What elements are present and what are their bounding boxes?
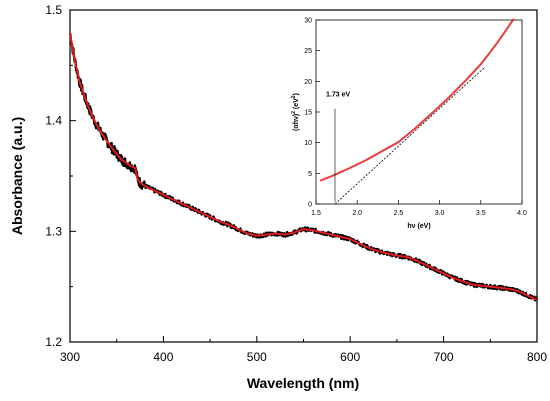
main-y-tick-label: 1.3	[45, 224, 62, 238]
inset-tauc-curve	[319, 18, 515, 182]
inset-x-tick-label: 2.5	[394, 210, 404, 217]
main-x-tick-label: 700	[434, 350, 454, 364]
inset-series-group	[319, 18, 515, 205]
main-y-tick-label: 1.2	[45, 335, 62, 349]
main-y-axis: 1.2 1.3 1.4 1.5	[45, 3, 76, 349]
main-x-tick-label: 500	[247, 350, 267, 364]
inset-y-tick-label: 20	[304, 79, 312, 86]
inset-tauc-fit-line	[334, 66, 486, 205]
inset-x-axis-title: hν (eV)	[407, 223, 430, 230]
inset-y-axis-title-unit: (eV	[293, 98, 300, 111]
inset-y-tick-label: 25	[304, 48, 312, 55]
main-series-smoothed-line	[69, 33, 538, 301]
main-series-group	[68, 33, 539, 302]
inset-x-tick-label: 2.0	[352, 210, 362, 217]
inset-y-axis-title-sup1: 2	[291, 111, 297, 114]
inset-background	[310, 16, 522, 204]
main-x-tick-label: 600	[340, 350, 360, 364]
inset-plot-area	[310, 16, 523, 205]
inset-y-tick-label: 10	[304, 140, 312, 147]
main-x-axis-title: Wavelength (nm)	[247, 375, 359, 391]
band-gap-annotation: 1.73 eV	[326, 92, 350, 99]
inset-y-axis-title: (αhν)2 (eV2)	[291, 93, 300, 131]
main-y-tick-label: 1.4	[45, 114, 62, 128]
inset-y-tick-label: 15	[304, 110, 312, 117]
main-x-tick-label: 400	[153, 350, 173, 364]
main-x-tick-label: 800	[527, 350, 547, 364]
inset-y-tick-label: 5	[308, 171, 312, 178]
main-y-tick-label: 1.5	[45, 3, 62, 17]
main-x-axis: 300 400 500 600 700 800	[60, 336, 547, 364]
inset-x-tick-label: 3.5	[476, 210, 486, 217]
inset-x-tick-label: 3.0	[435, 210, 445, 217]
inset-y-axis-title-base: (αhν)	[293, 114, 300, 131]
main-x-tick-label: 300	[60, 350, 80, 364]
inset-x-tick-label: 4.0	[517, 210, 527, 217]
inset-y-tick-label: 0	[308, 202, 312, 209]
inset-y-axis-title-sup2: 2	[291, 95, 297, 98]
inset-y-axis-title-close: )	[293, 93, 300, 95]
inset-x-axis: 1.5 2.0 2.5 3.0 3.5 4.0	[311, 200, 527, 217]
inset-y-tick-label: 30	[304, 18, 312, 25]
inset-y-axis: 0 5 10 15 20 25 30	[304, 18, 320, 209]
inset-x-tick-label: 1.5	[311, 210, 321, 217]
main-y-axis-title: Absorbance (a.u.)	[9, 117, 25, 235]
